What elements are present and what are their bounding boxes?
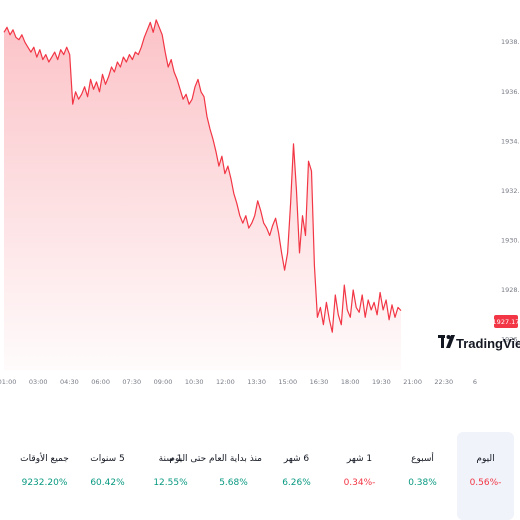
- tradingview-wordmark: TradingView: [456, 336, 520, 351]
- y-tick-label: 1938.00: [501, 38, 520, 46]
- period-change-value: 9232.20%: [21, 478, 68, 488]
- period-label: أسبوع: [411, 454, 434, 464]
- x-tick-label: 18:00: [341, 378, 360, 386]
- period-change-value: -0.34%: [343, 478, 376, 488]
- x-tick-label: 03:00: [29, 378, 48, 386]
- period-change-value: 12.55%: [153, 478, 188, 488]
- x-tick-label: 09:00: [154, 378, 173, 386]
- period-label: 1 سنة: [158, 454, 183, 464]
- period-label: جميع الأوقات: [20, 454, 69, 464]
- x-tick-label: 15:00: [278, 378, 297, 386]
- y-tick-label: 1934.00: [501, 137, 520, 145]
- y-tick-label: 1936.00: [501, 88, 520, 96]
- period-tab[interactable]: 1 سنة 12.55%: [142, 432, 199, 520]
- time-axis[interactable]: 01:00 03:00 04:30 06:00 07:30 09:00 10:30 12:00…: [0, 378, 477, 386]
- period-tab[interactable]: أسبوع 0.38%: [394, 432, 451, 520]
- period-tab[interactable]: جميع الأوقات 9232.20%: [16, 432, 73, 520]
- period-label: 6 شهر: [283, 454, 310, 464]
- tradingview-logo[interactable]: TradingView: [438, 335, 520, 351]
- price-line: [3, 19, 402, 333]
- period-change-value: -0.56%: [469, 478, 502, 488]
- tradingview-icon: [438, 335, 455, 348]
- x-tick-label: 01:00: [0, 378, 16, 386]
- x-tick-label: 04:30: [60, 378, 79, 386]
- y-tick-label: 1932.00: [501, 187, 520, 195]
- period-label: منذ بداية العام حتى اليوم: [169, 454, 262, 464]
- period-tab[interactable]: 5 سنوات 60.42%: [79, 432, 136, 520]
- x-tick-label: 06:00: [91, 378, 110, 386]
- period-change-value: 0.38%: [408, 478, 437, 488]
- period-label: 5 سنوات: [90, 454, 125, 464]
- period-label: 1 شهر: [346, 454, 373, 464]
- x-tick-label: 16:30: [310, 378, 329, 386]
- y-tick-label: 1928.00: [501, 286, 520, 294]
- y-tick-label: 1926.00: [501, 336, 520, 344]
- x-tick-label: 22:30: [434, 378, 453, 386]
- performance-periods: اليوم -0.56% أسبوع 0.38% 1 شهر -0.34% 6 شهر 6.2…: [0, 432, 520, 520]
- x-tick-label: 19:30: [372, 378, 391, 386]
- x-tick-label: 12:00: [216, 378, 235, 386]
- x-tick-label: 21:00: [403, 378, 422, 386]
- period-tab[interactable]: منذ بداية العام حتى اليوم 5.68%: [169, 432, 262, 520]
- price-chart[interactable]: 1938.00 1936.00 1934.00 1932.00 1930.00 1928.…: [0, 0, 520, 390]
- last-price-label: 1927.17: [493, 315, 520, 328]
- price-axis[interactable]: 1938.00 1936.00 1934.00 1932.00 1930.00 1928.…: [501, 38, 520, 343]
- last-price-value: 1927.17: [493, 318, 520, 326]
- period-change-value: 5.68%: [219, 478, 248, 488]
- x-tick-label: 10:30: [185, 378, 204, 386]
- period-label: اليوم: [476, 454, 495, 464]
- y-tick-label: 1930.00: [501, 236, 520, 244]
- period-tab[interactable]: 6 شهر 6.26%: [268, 432, 325, 520]
- period-change-value: 6.26%: [282, 478, 311, 488]
- period-tab[interactable]: اليوم -0.56%: [457, 432, 514, 520]
- price-area-fill: [4, 19, 401, 371]
- period-tab[interactable]: 1 شهر -0.34%: [331, 432, 388, 520]
- x-tick-label: 07:30: [122, 378, 141, 386]
- x-tick-label: 6: [473, 378, 477, 386]
- x-tick-label: 13:30: [247, 378, 266, 386]
- period-change-value: 60.42%: [90, 478, 125, 488]
